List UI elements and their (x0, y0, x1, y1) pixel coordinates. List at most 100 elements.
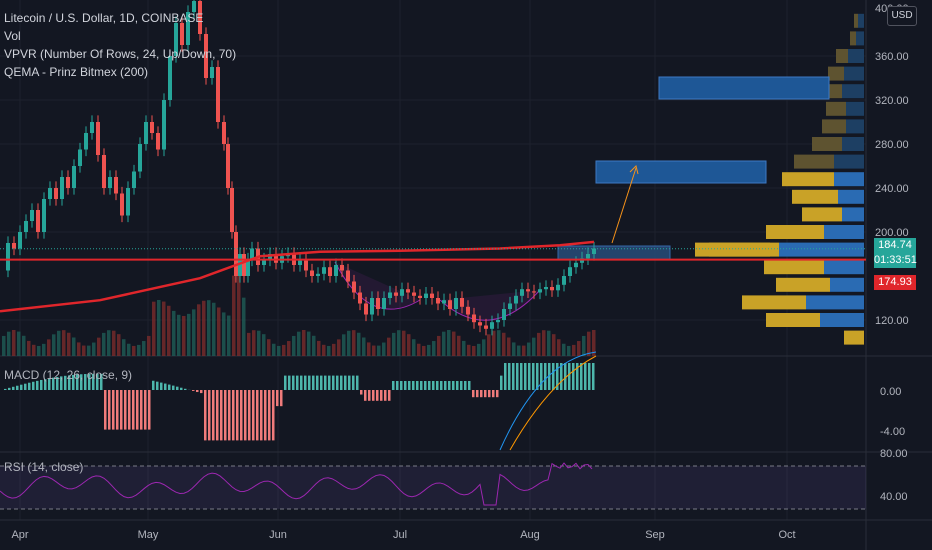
candle-body (484, 325, 488, 329)
candle-body (66, 177, 70, 188)
volume-bar (307, 331, 311, 356)
candle-body (400, 289, 404, 296)
candle-body (6, 243, 10, 271)
candle-body (538, 289, 542, 293)
volume-bar (77, 342, 81, 356)
vpvr-down-bar (802, 207, 842, 222)
arrow-head (629, 165, 639, 175)
volume-bar (67, 332, 71, 356)
macd-bar (196, 390, 199, 393)
candle-body (394, 292, 398, 296)
volume-bar (572, 344, 576, 356)
volume-bar (122, 339, 126, 356)
macd-bar (532, 363, 535, 390)
volume-bar (232, 275, 236, 356)
volume-bar (397, 330, 401, 356)
currency-button[interactable]: USD (887, 6, 917, 26)
macd-bar (248, 390, 251, 441)
macd-bar (536, 363, 539, 390)
macd-bar (488, 390, 491, 398)
macd-bar (560, 363, 563, 390)
rsi-band (0, 466, 866, 509)
macd-bar (424, 381, 427, 390)
macd-bar (304, 375, 307, 390)
time-axis-label: Aug (520, 529, 540, 541)
macd-bar (60, 376, 63, 390)
vpvr-up-bar (858, 13, 864, 28)
volume-bar (477, 343, 481, 356)
macd-bar (508, 363, 511, 390)
macd-bar (32, 381, 35, 390)
volume-bar (497, 330, 501, 356)
volume-bar (142, 341, 146, 356)
candle-body (442, 300, 446, 304)
symbol-title[interactable]: Litecoin / U.S. Dollar, 1D, COINBASE (4, 11, 204, 25)
volume-bar (37, 345, 41, 356)
macd-bar (268, 390, 271, 441)
macd-bar (240, 390, 243, 441)
macd-bar (212, 390, 215, 441)
candle-body (580, 258, 584, 263)
macd-bar (364, 390, 367, 401)
volume-legend[interactable]: Vol (4, 29, 21, 43)
volume-bar (352, 330, 356, 356)
candle-body (532, 291, 536, 293)
candle-body (242, 254, 246, 276)
vpvr-up-bar (834, 154, 864, 169)
macd-label[interactable]: MACD (12, 26, close, 9) (4, 368, 133, 382)
macd-bar (104, 390, 107, 430)
qema-line (0, 240, 595, 313)
macd-bar (348, 375, 351, 390)
macd-bar (56, 376, 59, 390)
candle-body (508, 303, 512, 309)
vpvr-up-bar (834, 172, 864, 187)
target-zone-box[interactable] (658, 76, 830, 100)
candle-body (90, 122, 94, 133)
candle-body (370, 298, 374, 315)
macd-bar (168, 384, 171, 390)
volume-bar (152, 301, 156, 356)
volume-bar (247, 332, 251, 356)
macd-bar (136, 390, 139, 430)
vpvr-up-bar (830, 277, 864, 292)
macd-bar (256, 390, 259, 441)
vpvr-up-bar (842, 84, 864, 99)
volume-bar (562, 343, 566, 356)
qema-legend[interactable]: QEMA - Prinz Bitmex (200) (4, 65, 149, 79)
volume-bar (467, 344, 471, 356)
volume-bar (532, 337, 536, 356)
macd-bar (220, 390, 223, 441)
macd-bar (432, 381, 435, 390)
macd-bar (208, 390, 211, 441)
vpvr-up-bar (846, 119, 864, 134)
volume-bar (262, 334, 266, 356)
vpvr-poc-extension (695, 242, 770, 257)
macd-bar (324, 375, 327, 390)
candle-body (298, 260, 302, 265)
volume-bar (287, 341, 291, 356)
macd-bar (380, 390, 383, 401)
vpvr-up-bar (856, 31, 864, 46)
breakout-zone-box[interactable] (557, 245, 671, 261)
candle-body (126, 188, 130, 216)
volume-bar (582, 335, 586, 356)
macd-bar (228, 390, 231, 441)
candle-body (358, 292, 362, 304)
volume-bar (527, 342, 531, 356)
volume-bar (52, 334, 56, 356)
vpvr-up-bar (806, 295, 864, 310)
volume-bar (87, 345, 91, 356)
rsi-label[interactable]: RSI (14, close) (4, 460, 84, 474)
volume-bar (212, 302, 216, 356)
macd-bar (132, 390, 135, 430)
candle-body (334, 265, 338, 276)
macd-bar (276, 390, 279, 407)
volume-bar (507, 337, 511, 356)
candle-body (132, 171, 136, 188)
vpvr-down-bar (822, 119, 846, 134)
candle-body (120, 193, 124, 216)
target-zone-box[interactable] (595, 160, 767, 184)
vpvr-legend[interactable]: VPVR (Number Of Rows, 24, Up/Down, 70) (4, 47, 237, 61)
volume-bar (387, 337, 391, 356)
